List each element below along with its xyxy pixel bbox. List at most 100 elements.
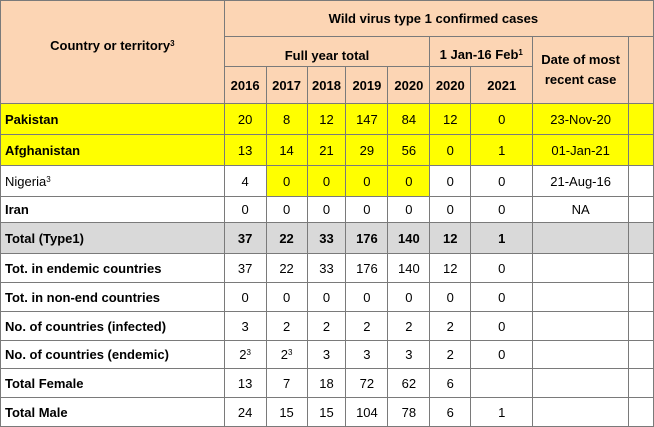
cell: 2 [306, 311, 347, 341]
cell: 0 [429, 282, 472, 312]
cell: 2 [265, 311, 308, 341]
table-row: No. of countries (endemic) 23 23 3 3 3 2… [0, 340, 654, 369]
cell: 13 [223, 368, 267, 398]
recent-case-cell [532, 340, 630, 369]
cell: 22 [265, 222, 308, 254]
cell: 8 [265, 103, 308, 135]
row-label-text: Afghanistan [5, 142, 81, 158]
cell: 3 [387, 340, 431, 369]
cell: 0 [470, 196, 534, 223]
cell: 0 [265, 165, 308, 197]
cell: 0 [429, 165, 472, 197]
row-label-text: No. of countries (infected) [5, 318, 167, 334]
year-header: 2018 [306, 66, 347, 104]
table-row: Nigeria3 4 0 0 0 0 0 0 21-Aug-16 [0, 165, 654, 197]
cell: 0 [470, 282, 534, 312]
cell: 0 [470, 165, 534, 197]
cell: 37 [223, 222, 267, 254]
extra-cell [628, 253, 654, 283]
extra-header-cell [628, 36, 654, 104]
extra-cell [628, 196, 654, 223]
full-year-header: Full year total [223, 36, 431, 67]
row-label: Total Male [0, 397, 225, 427]
cell: 29 [345, 134, 389, 166]
cell-footnote: 3 [287, 348, 293, 357]
row-label-text: Iran [5, 202, 29, 217]
cell: 7 [265, 368, 308, 398]
row-label-text: Total Female [5, 375, 84, 391]
cell: 0 [387, 196, 431, 223]
cell: 0 [306, 282, 347, 312]
cell: 1 [470, 222, 534, 254]
table-row: Total Female 13 7 18 72 62 6 [0, 368, 654, 398]
cell [470, 368, 534, 398]
row-label: No. of countries (endemic) [0, 340, 225, 369]
row-label: Total Female [0, 368, 225, 398]
row-label: Total (Type1) [0, 222, 225, 254]
recent-case-cell [532, 222, 630, 254]
extra-cell [628, 165, 654, 197]
row-label: Tot. in endemic countries [0, 253, 225, 283]
cell: 0 [345, 165, 389, 197]
row-label-text: No. of countries (endemic) [5, 347, 169, 362]
partial-year-footnote: 1 [518, 48, 523, 57]
cell: 147 [345, 103, 389, 135]
cell: 2 [429, 340, 472, 369]
cell: 140 [387, 253, 431, 283]
table-row: Afghanistan 13 14 21 29 56 0 1 01-Jan-21 [0, 134, 654, 166]
cell: 18 [306, 368, 347, 398]
cell: 12 [429, 253, 472, 283]
recent-case-cell: 23-Nov-20 [532, 103, 630, 135]
cell: 13 [223, 134, 267, 166]
cell: 2 [387, 311, 431, 341]
recent-case-cell: 21-Aug-16 [532, 165, 630, 197]
table-row: Pakistan 20 8 12 147 84 12 0 23-Nov-20 [0, 103, 654, 135]
recent-case-cell [532, 253, 630, 283]
cell: 23 [265, 340, 308, 369]
year-header: 2020 [387, 66, 431, 104]
row-label-text: Tot. in non-end countries [5, 289, 161, 305]
extra-cell [628, 311, 654, 341]
extra-cell [628, 282, 654, 312]
cell: 0 [223, 282, 267, 312]
cell-value: 2 [239, 347, 247, 362]
cell: 0 [306, 196, 347, 223]
row-label: Pakistan [0, 103, 225, 135]
cell: 2 [429, 311, 472, 341]
row-label: Nigeria3 [0, 165, 225, 197]
year-header: 2016 [223, 66, 267, 104]
cell: 0 [265, 196, 308, 223]
row-label-footnote: 3 [46, 174, 51, 184]
cell: 0 [470, 340, 534, 369]
cell-value: 2 [280, 347, 288, 362]
cell: 20 [223, 103, 267, 135]
cell: 62 [387, 368, 431, 398]
cell: 0 [429, 134, 472, 166]
cell: 176 [345, 222, 389, 254]
row-label: Tot. in non-end countries [0, 282, 225, 312]
year-header: 2021 [470, 66, 534, 104]
cell: 0 [470, 103, 534, 135]
table-row: Iran 0 0 0 0 0 0 0 NA [0, 196, 654, 223]
table-row: Total (Type1) 37 22 33 176 140 12 1 [0, 222, 654, 254]
cell: 3 [345, 340, 389, 369]
cell: 0 [223, 196, 267, 223]
cell: 6 [429, 397, 472, 427]
recent-case-header: Date of most recent case [532, 36, 630, 104]
recent-case-label-2: recent case [544, 72, 617, 87]
table-row: Tot. in endemic countries 37 22 33 176 1… [0, 253, 654, 283]
cell: 12 [429, 222, 472, 254]
cell: 104 [345, 397, 389, 427]
cell: 176 [345, 253, 389, 283]
cell: 72 [345, 368, 389, 398]
recent-case-cell: NA [532, 196, 630, 223]
country-column-header: Country or territory3 [0, 0, 225, 104]
extra-cell [628, 368, 654, 398]
year-header: 2017 [265, 66, 308, 104]
cell: 15 [306, 397, 347, 427]
recent-case-cell: 01-Jan-21 [532, 134, 630, 166]
partial-year-label: 1 Jan-16 Feb [439, 47, 519, 62]
row-label-text: Total Male [5, 404, 68, 420]
row-label-text: Total (Type1) [5, 230, 84, 246]
